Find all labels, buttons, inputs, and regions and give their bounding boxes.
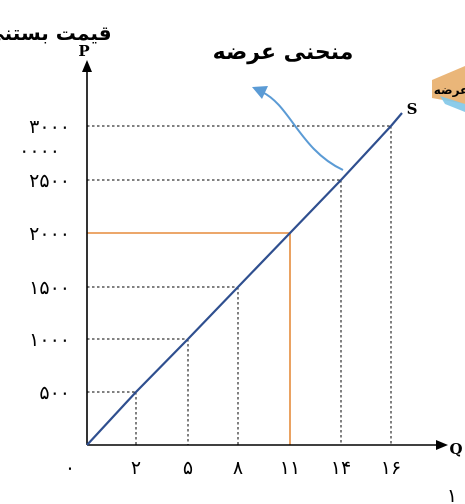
y-tick-label: ۱۰۰۰ [29,329,70,351]
highlight-guides [87,232,291,445]
x-tick-label: ۵ [183,457,193,479]
supply-curve [86,112,403,446]
y-tick-label: ۲۵۰۰ [29,170,70,192]
x-axis-label: Q [449,440,462,458]
pointer-arrowhead [252,86,268,99]
pointer-arrow [261,91,344,171]
y-tick-label: ۳۰۰۰ [29,116,70,138]
y-axis-title: قیمت بستنی [0,21,112,45]
side-tag: عرضه [432,66,465,112]
y-tick-label: ۲۰۰۰ [29,223,70,245]
x-tick-labels: ۲ ۵ ۸ ۱۱ ۱۴ ۱۶ [131,457,401,479]
footer-digit: ۱ [447,485,457,504]
y-tick-labels: ۵۰۰ ۱۰۰۰ ۱۵۰۰ ۲۰۰۰ ۲۵۰۰ ۳۰۰۰ [29,116,70,404]
x-tick-label: ۱۱ [280,457,300,479]
y-axis-label: P [78,42,89,60]
y-axis-arrowhead [82,60,92,72]
y-tick-label: ۵۰۰ [39,382,70,404]
y-tick-label: ۱۵۰۰ [29,277,70,299]
side-tag-accent [440,96,465,112]
origin-label: ۰ [65,457,75,479]
chart-title: منحنی عرضه [213,40,354,65]
guide-lines [87,125,392,445]
x-tick-label: ۲ [131,457,141,479]
curve-label: S [407,100,418,118]
side-tag-text: عرضه [434,83,465,97]
x-tick-label: ۱۴ [331,457,351,479]
x-axis-arrowhead [436,440,448,450]
side-tag-shape [432,66,465,104]
x-tick-label: ۸ [233,457,243,479]
x-tick-label: ۱۶ [381,457,401,479]
extra-y-label: ۰۰۰۰ [19,140,60,162]
